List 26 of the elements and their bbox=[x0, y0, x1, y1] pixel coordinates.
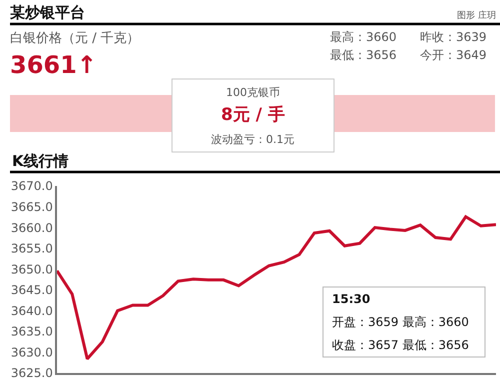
y-tick-label: 3655.0 bbox=[10, 242, 53, 256]
y-tick-label: 3625.0 bbox=[10, 366, 53, 380]
y-tick-label: 3670.0 bbox=[10, 179, 53, 194]
text: 100克银币 bbox=[226, 86, 280, 99]
y-tick-label: 3660.0 bbox=[10, 220, 53, 235]
y-tick-label: 3630.0 bbox=[10, 345, 53, 360]
chart-subtitle: K线行情 bbox=[12, 152, 69, 170]
line-series bbox=[57, 215, 496, 360]
text: 今开：3649 bbox=[420, 48, 487, 62]
y-tick-label: 3645.0 bbox=[10, 283, 53, 298]
annotation: 15:30 bbox=[332, 292, 370, 306]
text: 最低：3656 bbox=[330, 48, 397, 62]
text: 最高：3660 bbox=[330, 30, 397, 44]
chart-title: 某炒银平台 bbox=[9, 3, 85, 22]
text: 波动盈亏：0.1元 bbox=[211, 133, 294, 146]
y-tick-label: 3650.0 bbox=[10, 262, 53, 276]
annotation: 收盘：3657 最低：3656 bbox=[332, 338, 469, 352]
y-tick-label: 3635.0 bbox=[10, 324, 53, 339]
text: 3661↑ bbox=[10, 51, 97, 79]
y-tick-label: 3665.0 bbox=[10, 200, 53, 214]
annotation: 开盘：3659 最高：3660 bbox=[332, 315, 469, 329]
text: 图形 庄玥 bbox=[457, 10, 496, 21]
y-tick-label: 3640.0 bbox=[10, 304, 53, 318]
text: 昨收：3639 bbox=[420, 30, 487, 44]
text: 白银价格（元 / 千克） bbox=[10, 31, 140, 46]
text: 8元 / 手 bbox=[221, 105, 285, 125]
